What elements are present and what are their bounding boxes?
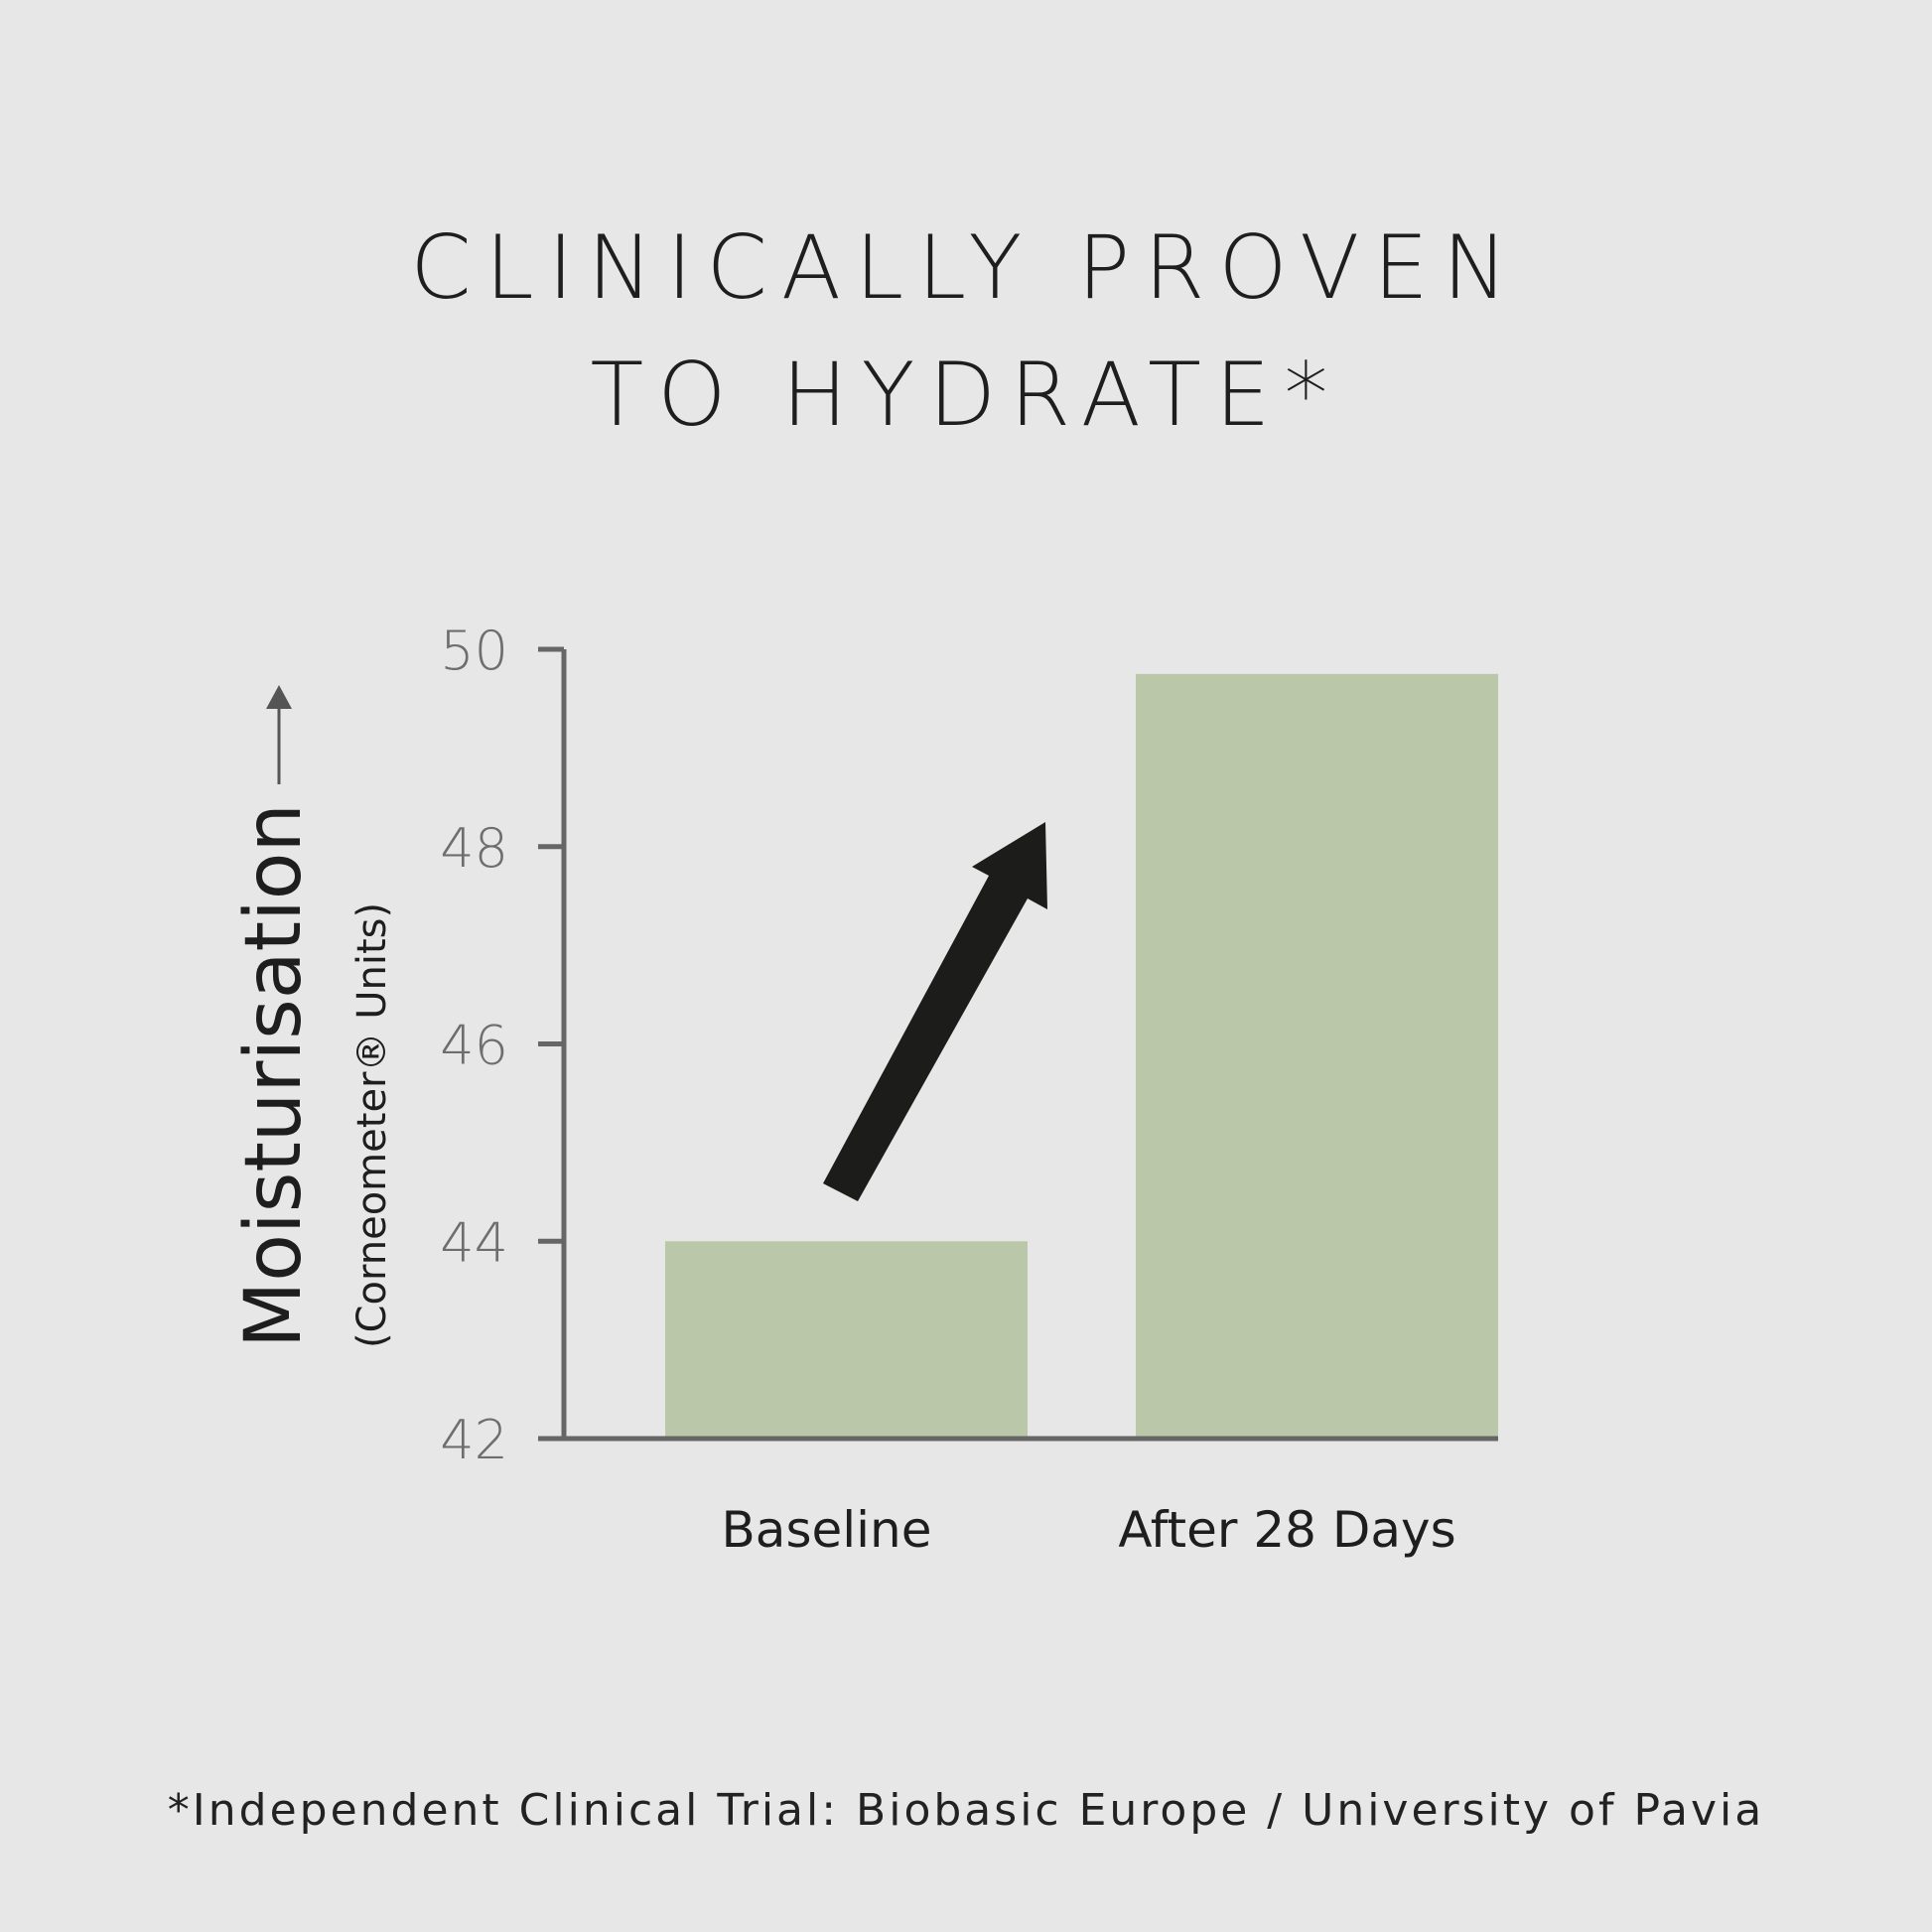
x-tick-labels: Baseline After 28 Days xyxy=(722,1501,1456,1559)
y-axis-label: Moisturisation xyxy=(229,803,319,1348)
x-tick-label: After 28 Days xyxy=(1118,1501,1455,1559)
y-axis-label-group: Moisturisation (Corneometer® Units) xyxy=(229,685,395,1348)
bar-0 xyxy=(665,1241,1028,1439)
y-tick-label: 42 xyxy=(440,1409,508,1471)
up-arrow-icon xyxy=(823,822,1047,1201)
y-tick-label: 44 xyxy=(440,1211,508,1274)
bar-1 xyxy=(1136,673,1498,1439)
y-axis-arrow-icon xyxy=(266,685,292,709)
y-tick-label: 48 xyxy=(440,817,508,880)
y-tick-label: 46 xyxy=(440,1015,508,1077)
bars-layer xyxy=(665,673,1498,1439)
footnote: *Independent Clinical Trial: Biobasic Eu… xyxy=(167,1785,1765,1836)
x-tick-label: Baseline xyxy=(722,1501,932,1559)
y-ticks: 42 44 46 48 50 xyxy=(440,620,564,1471)
y-axis-sublabel: (Corneometer® Units) xyxy=(349,902,395,1348)
page-title-line2: TO HYDRATE* xyxy=(590,344,1342,446)
page-title-line1: CLINICALLY PROVEN xyxy=(410,216,1522,319)
y-tick-label: 50 xyxy=(440,620,508,682)
